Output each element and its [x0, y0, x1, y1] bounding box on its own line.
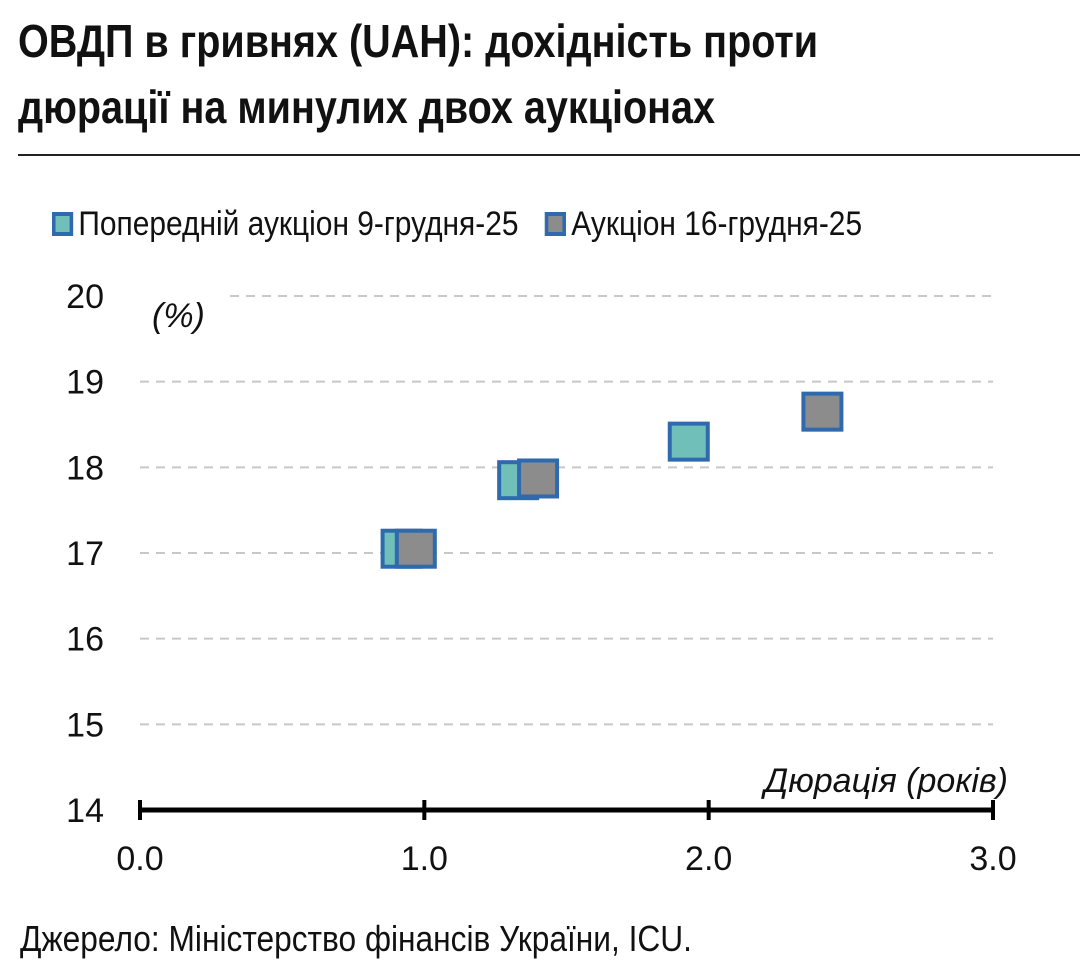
legend-label-previous: Попередній аукціон 9-грудня-25: [78, 204, 519, 243]
title-divider: [18, 154, 1080, 156]
legend-item-current: Аукціон 16-грудня-25: [544, 204, 863, 244]
x-tick-label-1.0: 1.0: [401, 840, 448, 878]
marker-series-1-point-0: [394, 528, 437, 569]
y-tick-label-15: 15: [66, 706, 104, 744]
title-line-1: ОВДП в гривнях (UAH): дохідність проти: [18, 15, 819, 67]
y-axis-unit-label: (%): [152, 297, 205, 335]
legend-label-current: Аукціон 16-грудня-25: [571, 204, 863, 243]
x-tick-label-2.0: 2.0: [685, 840, 732, 878]
source-note: Джерело: Міністерство фінансів України, …: [20, 918, 692, 959]
legend-swatch-previous: [52, 212, 74, 236]
marker-series-1-point-2: [801, 391, 844, 432]
data-markers: [380, 391, 844, 569]
marker-series-1-point-1: [517, 458, 560, 499]
y-tick-label-18: 18: [66, 449, 104, 487]
x-axis: [138, 800, 995, 820]
gridlines: [140, 295, 993, 726]
title-line-2: дюрації на минулих двох аукціонах: [18, 81, 716, 133]
x-tick-label-3.0: 3.0: [969, 840, 1016, 878]
y-tick-label-17: 17: [66, 535, 104, 573]
y-axis-tick-labels: 14 15 16 17 18 19 20: [66, 278, 104, 830]
x-axis-label: Дюрація (років): [760, 762, 1008, 800]
x-axis-tick-labels: 0.0 1.0 2.0 3.0: [116, 840, 1016, 878]
y-tick-label-16: 16: [66, 621, 104, 659]
legend: Попередній аукціон 9-грудня-25 Аукціон 1…: [52, 202, 888, 246]
y-tick-label-19: 19: [66, 364, 104, 402]
legend-swatch-current: [544, 212, 567, 236]
marker-series-0-point-2: [667, 421, 710, 462]
y-tick-label-20: 20: [66, 278, 104, 316]
y-tick-label-14: 14: [66, 792, 104, 830]
x-tick-label-0.0: 0.0: [116, 840, 163, 878]
chart-title: ОВДП в гривнях (UAH): дохідність проти д…: [18, 8, 930, 140]
legend-item-previous: Попередній аукціон 9-грудня-25: [52, 205, 518, 244]
